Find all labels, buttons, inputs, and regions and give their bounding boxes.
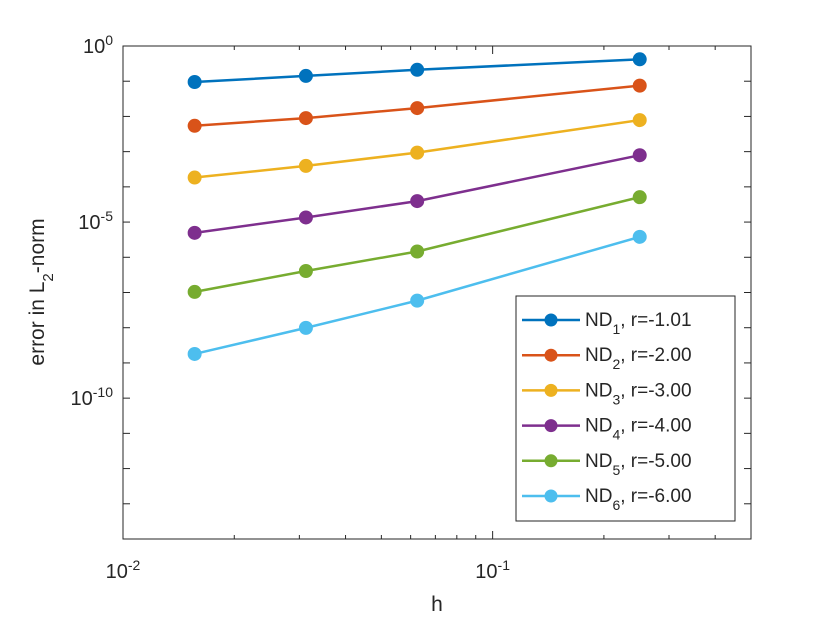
data-point xyxy=(632,78,647,93)
data-point xyxy=(410,194,425,209)
legend-label-rate: , r=-2.00 xyxy=(620,345,691,366)
series-nd2 xyxy=(187,78,647,133)
y-tick-label-base: 10 xyxy=(71,388,93,410)
legend-marker-swatch xyxy=(544,454,558,468)
data-point xyxy=(410,244,425,259)
legend-label-main: ND xyxy=(585,380,612,401)
data-point xyxy=(187,284,202,299)
legend-label: ND3, r=-3.00 xyxy=(585,380,692,407)
data-point xyxy=(298,68,313,83)
data-point xyxy=(410,293,425,308)
series-nd1 xyxy=(187,52,647,90)
data-point xyxy=(298,264,313,278)
data-point xyxy=(298,320,313,335)
legend-label-rate: , r=-3.00 xyxy=(620,380,691,401)
legend-entry: ND5, r=-5.00 xyxy=(522,451,692,478)
legend-label-subscript: 5 xyxy=(612,462,620,478)
legend-label-rate: , r=-1.01 xyxy=(620,310,691,331)
data-point xyxy=(410,62,425,77)
y-axis-label-main: error in L xyxy=(26,282,49,366)
series-nd3 xyxy=(187,113,647,185)
data-point xyxy=(632,113,647,128)
data-point xyxy=(298,111,313,126)
series-nd4 xyxy=(187,148,647,240)
legend-label-main: ND xyxy=(585,486,612,507)
legend-label-subscript: 1 xyxy=(612,321,620,337)
legend-label-subscript: 4 xyxy=(612,427,620,443)
y-tick-label: 10-10 xyxy=(71,384,114,410)
y-tick-label-exp: -5 xyxy=(101,208,114,224)
x-tick-label-base: 10 xyxy=(106,561,128,583)
legend-entry: ND2, r=-2.00 xyxy=(522,345,692,372)
data-point xyxy=(410,101,425,116)
legend-label: ND5, r=-5.00 xyxy=(585,451,692,478)
x-tick-label: 10-2 xyxy=(106,557,141,583)
legend-label-rate: , r=-6.00 xyxy=(620,486,691,507)
y-tick-label-base: 10 xyxy=(83,36,105,58)
data-point xyxy=(410,145,425,160)
legend-label-main: ND xyxy=(585,416,612,437)
y-tick-label-base: 10 xyxy=(78,212,100,234)
data-point xyxy=(632,148,647,163)
data-point xyxy=(632,52,647,67)
legend-marker-swatch xyxy=(544,383,558,397)
data-point xyxy=(298,210,313,225)
data-point xyxy=(187,75,202,90)
legend-label: ND1, r=-1.01 xyxy=(585,310,692,337)
series-nd6 xyxy=(187,229,647,361)
data-point xyxy=(298,158,313,173)
x-tick-label-exp: -2 xyxy=(128,557,141,573)
legend-label-subscript: 2 xyxy=(612,356,620,372)
data-point xyxy=(187,225,202,240)
series-nd5 xyxy=(187,190,647,299)
legend-entry: ND3, r=-3.00 xyxy=(522,380,692,407)
y-tick-label-exp: 0 xyxy=(105,32,113,48)
x-tick-label-base: 10 xyxy=(475,561,497,583)
legend-label-main: ND xyxy=(585,451,612,472)
data-point xyxy=(187,118,202,133)
x-axis-label: h xyxy=(431,593,443,616)
legend-label-rate: , r=-5.00 xyxy=(620,451,691,472)
legend-entry: ND4, r=-4.00 xyxy=(522,416,692,443)
y-axis-label-suffix: -norm xyxy=(26,218,49,273)
legend-label-main: ND xyxy=(585,310,612,331)
y-axis-label-subscript: 2 xyxy=(40,273,57,281)
legend-box xyxy=(515,295,736,522)
legend-label-main: ND xyxy=(585,345,612,366)
legend-entry: ND1, r=-1.01 xyxy=(522,310,692,337)
data-point xyxy=(187,170,202,185)
data-point xyxy=(632,190,647,205)
series-line xyxy=(194,58,640,84)
legend-label-subscript: 3 xyxy=(612,391,620,407)
y-tick-label-exp: -10 xyxy=(93,384,113,400)
legend-label-rate: , r=-4.00 xyxy=(620,416,691,437)
plot-frame xyxy=(122,45,752,540)
series-line xyxy=(194,153,640,235)
series-line xyxy=(194,235,641,356)
x-tick-label-exp: -1 xyxy=(498,557,511,573)
series-layer xyxy=(187,52,647,361)
y-tick-label: 100 xyxy=(83,32,113,58)
legend-marker-swatch xyxy=(544,348,558,362)
legend-entry: ND6, r=-6.00 xyxy=(522,486,692,513)
legend-label: ND6, r=-6.00 xyxy=(585,486,692,513)
data-point xyxy=(632,229,647,244)
x-tick-label: 10-1 xyxy=(475,557,510,583)
series-line xyxy=(194,84,640,128)
series-line xyxy=(194,195,641,294)
y-axis-label: error in L2-norm xyxy=(26,218,57,365)
legend-label: ND4, r=-4.00 xyxy=(585,416,692,443)
series-line xyxy=(194,118,640,179)
y-tick-label: 10-5 xyxy=(78,208,113,234)
legend-label: ND2, r=-2.00 xyxy=(585,345,692,372)
data-point xyxy=(187,346,202,361)
legend-marker-swatch xyxy=(544,419,558,433)
legend-marker-swatch xyxy=(544,489,558,503)
legend-marker-swatch xyxy=(544,313,558,327)
legend-label-subscript: 6 xyxy=(612,497,620,513)
